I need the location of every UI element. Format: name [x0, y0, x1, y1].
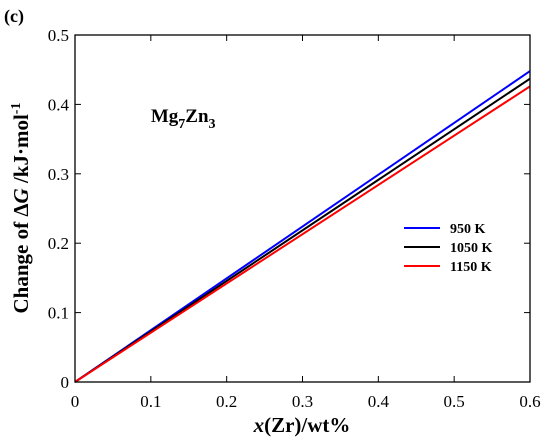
y-axis-title: Change of ΔG /kJ·mol-1	[9, 103, 33, 314]
annot-base2: Zn	[185, 106, 209, 127]
x-axis-title-rest: (Zr)/wt%	[264, 413, 350, 437]
legend: 950 K 1050 K 1150 K	[404, 222, 493, 275]
series-line-1050-k	[74, 77, 531, 383]
legend-label: 1050 K	[450, 241, 493, 256]
x-tick-label: 0.1	[140, 392, 161, 411]
annot-sub2: 3	[209, 117, 216, 132]
y-tick-label: 0.1	[48, 304, 69, 323]
x-tick-label: 0.3	[292, 392, 313, 411]
x-tick-label: 0	[71, 392, 80, 411]
series-line-950-k	[74, 70, 531, 383]
y-tick-label: 0.4	[48, 95, 70, 114]
y-axis-title-delta: Δ	[9, 203, 33, 216]
x-tick-label: 0.2	[216, 392, 237, 411]
y-axis-title-sup: -1	[9, 103, 24, 115]
y-tick-label: 0.5	[48, 26, 69, 45]
x-axis-title: x(Zr)/wt%	[253, 413, 351, 437]
annot-base1: Mg	[151, 106, 179, 127]
x-tick-label: 0.5	[444, 392, 465, 411]
y-tick-label: 0	[61, 373, 70, 392]
x-tick-label: 0.4	[368, 392, 390, 411]
annot-sub1: 7	[178, 117, 185, 132]
series-group	[74, 70, 531, 383]
plot-frame	[74, 34, 531, 383]
y-tick-label: 0.2	[48, 234, 69, 253]
legend-label: 950 K	[450, 222, 486, 237]
x-axis-title-italic: x	[253, 413, 265, 437]
legend-label: 1150 K	[450, 260, 492, 275]
y-tick-label: 0.3	[48, 165, 69, 184]
compound-annotation: Mg7Zn3	[151, 106, 216, 132]
y-axis-title-units: /kJ·mol	[9, 114, 33, 188]
y-axis-title-g: G	[9, 188, 33, 203]
y-axis-title-pre: Change of	[9, 217, 33, 314]
series-line-1150-k	[74, 85, 531, 383]
panel-label: (c)	[4, 6, 24, 27]
tick-group: 0 0.1 0.2 0.3 0.4 0.5 0.6 0 0.1 0.2 0.3 0.4 0.5	[48, 26, 541, 411]
x-tick-label: 0.6	[519, 392, 540, 411]
